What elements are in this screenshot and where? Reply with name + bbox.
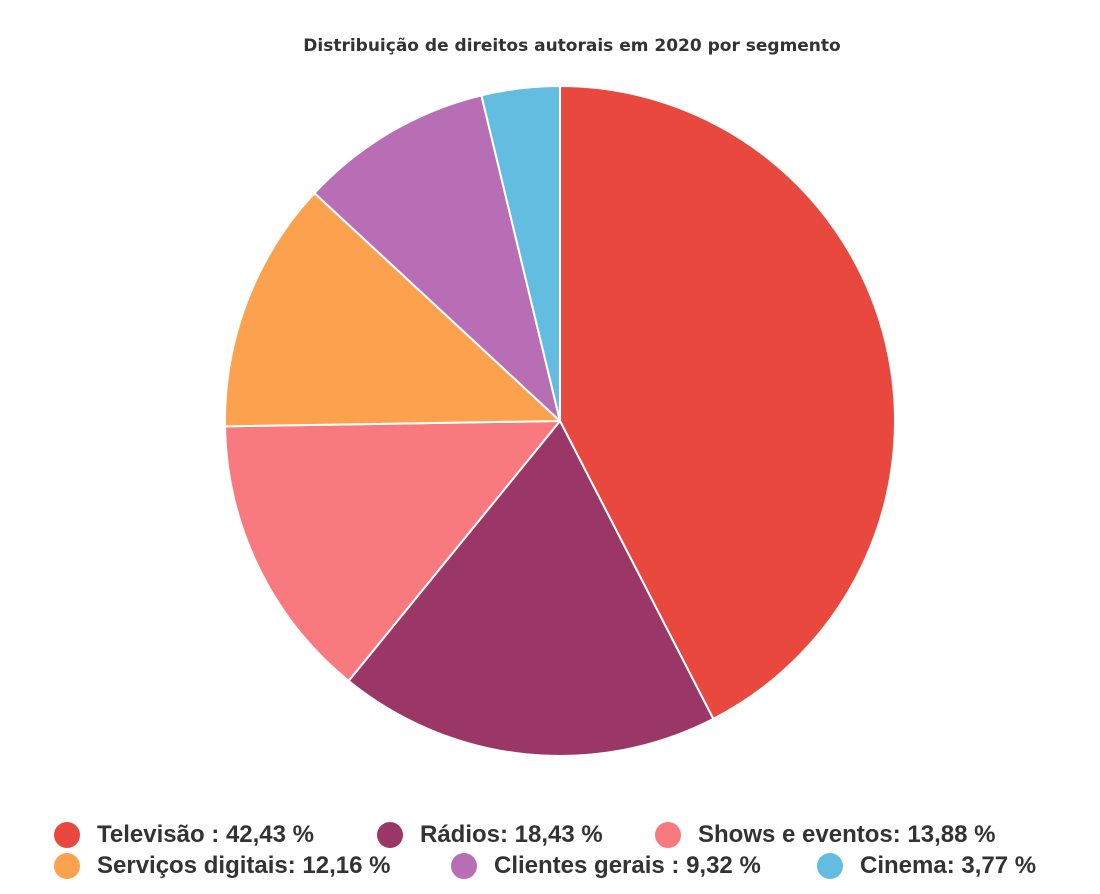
legend-dot-radios (377, 822, 403, 848)
legend-dot-servicos-digitais (54, 853, 80, 879)
legend-item-televisao[interactable]: Televisão : 42,43 % (54, 820, 314, 850)
legend-label-servicos-digitais: Serviços digitais: 12,16 % (97, 852, 390, 880)
legend-item-cinema[interactable]: Cinema: 3,77 % (817, 851, 1036, 881)
legend-label-cinema: Cinema: 3,77 % (860, 852, 1036, 880)
legend-item-servicos-digitais[interactable]: Serviços digitais: 12,16 % (54, 851, 390, 881)
legend-item-shows-e-eventos[interactable]: Shows e eventos: 13,88 % (655, 820, 995, 850)
legend-dot-cinema (817, 853, 843, 879)
legend-item-clientes-gerais[interactable]: Clientes gerais : 9,32 % (451, 851, 761, 881)
legend-item-radios[interactable]: Rádios: 18,43 % (377, 820, 603, 850)
legend-label-radios: Rádios: 18,43 % (420, 821, 603, 849)
legend-dot-televisao (54, 822, 80, 848)
legend-label-televisao: Televisão : 42,43 % (97, 821, 314, 849)
legend-label-shows-e-eventos: Shows e eventos: 13,88 % (698, 821, 995, 849)
legend-label-clientes-gerais: Clientes gerais : 9,32 % (494, 852, 761, 880)
legend-dot-shows-e-eventos (655, 822, 681, 848)
legend-dot-clientes-gerais (451, 853, 477, 879)
